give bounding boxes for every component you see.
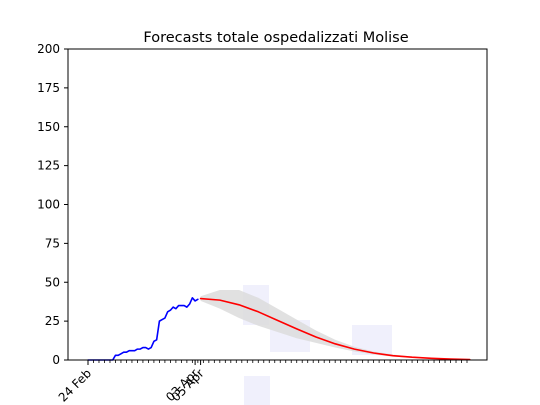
x-tick-label: 24 Feb	[56, 366, 94, 404]
y-tick-label: 125	[37, 159, 60, 173]
y-tick-label: 75	[45, 236, 60, 250]
chart-title: Forecasts totale ospedalizzati Molise	[143, 30, 408, 46]
y-tick-label: 150	[37, 120, 60, 134]
forecast-band	[200, 290, 470, 360]
y-tick-label: 0	[52, 353, 60, 367]
y-tick-label: 50	[45, 275, 60, 289]
y-tick-label: 25	[45, 314, 60, 328]
y-tick-label: 200	[37, 42, 60, 56]
y-tick-label: 100	[37, 198, 60, 212]
background-artifact	[244, 376, 270, 405]
forecast-series-line	[199, 297, 471, 361]
y-tick-label: 175	[37, 81, 60, 95]
confidence-band	[200, 290, 470, 360]
observed-series-line	[87, 296, 199, 361]
